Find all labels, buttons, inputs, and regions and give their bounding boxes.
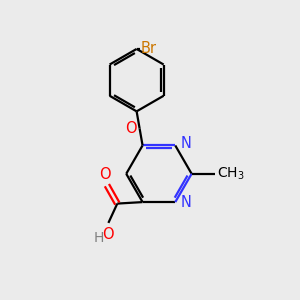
Text: H: H <box>94 231 104 245</box>
Text: N: N <box>181 136 191 152</box>
Text: N: N <box>181 195 191 210</box>
Text: O: O <box>103 227 114 242</box>
Text: CH$_3$: CH$_3$ <box>217 166 244 182</box>
Text: Br: Br <box>141 41 157 56</box>
Text: O: O <box>125 121 137 136</box>
Text: O: O <box>99 167 110 182</box>
